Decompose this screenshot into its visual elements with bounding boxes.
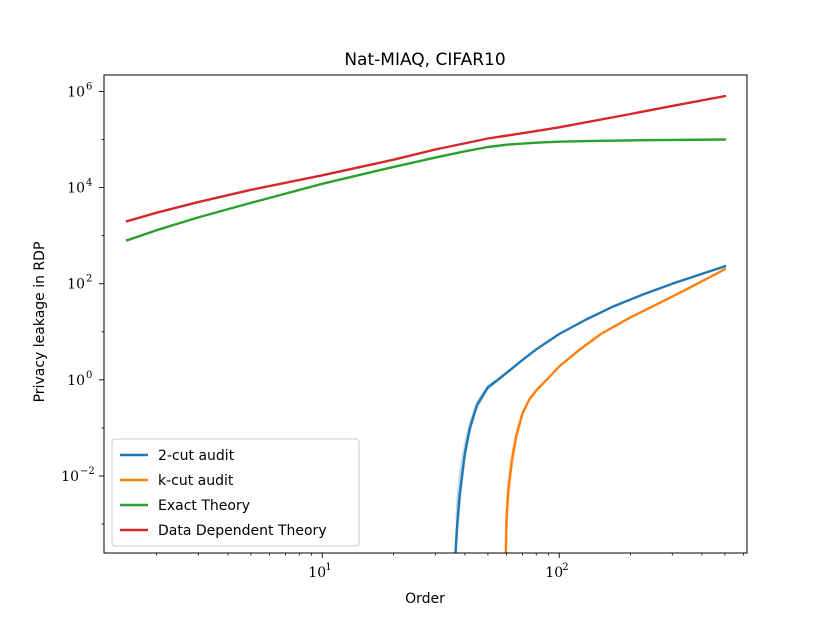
series-lines [125,94,727,553]
series-line-4 [125,94,727,223]
x-tick-label: 10 [545,565,563,581]
legend: 2-cut audit k-cut audit Exact Theory Data D… [111,438,360,547]
plot-frame [103,74,748,554]
series-line-2 [504,267,727,553]
x-tick-exponent: 1 [325,562,331,573]
series-line-3 [125,138,727,242]
y-tick-exponent: 0 [86,370,92,381]
y-tick-label: 10 [67,84,85,100]
x-axis-label: Order [405,591,445,607]
x-tick-exponent: 2 [562,562,568,573]
y-tick-label: 10 [67,181,85,197]
legend-label: 2-cut audit [158,448,235,464]
y-tick-label: 10 [61,469,79,485]
y-tick-exponent: 4 [86,178,92,189]
legend-label: k-cut audit [158,473,234,489]
y-tick-exponent: 2 [86,274,92,285]
y-tick-exponent: −2 [80,466,95,477]
band-2 [505,269,725,553]
x-tick-label: 10 [308,565,326,581]
y-tick-label: 10 [67,373,85,389]
legend-label: Data Dependent Theory [158,523,327,539]
legend-label: Exact Theory [158,498,250,514]
chart-title: Nat-MIAQ, CIFAR10 [344,50,505,70]
legend-box [111,438,360,547]
axis-ticks: 10 1 10 210 −210 010 210 410 6 [61,81,745,581]
y-axis-label: Privacy leakage in RDP [32,242,48,403]
y-tick-exponent: 6 [86,81,92,92]
series-line-1 [454,264,727,553]
y-tick-label: 10 [67,277,85,293]
band-1 [455,266,725,553]
confidence-bands [455,266,725,553]
